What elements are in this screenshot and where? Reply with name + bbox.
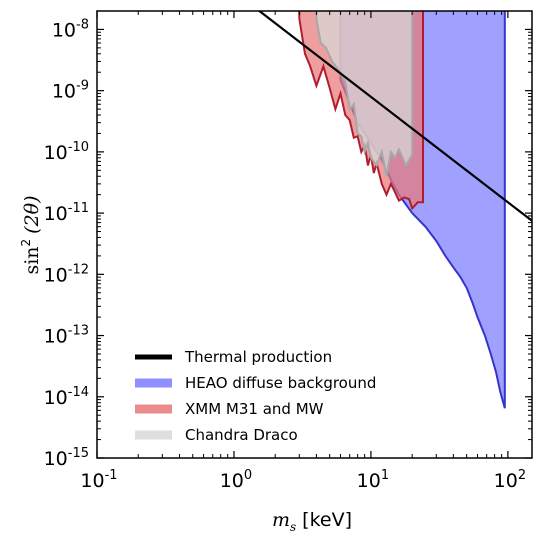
- y-axis-title: sin2(2θ): [19, 195, 43, 274]
- lines-layer: [257, 11, 532, 222]
- ticks-layer: 10-1 100 101 102 10-15 10-14 10-13 10-12 10-11 10…: [44, 11, 532, 492]
- y-tick-label: 10-15: [44, 446, 89, 470]
- legend-label-chandra-draco: Chandra Draco: [185, 426, 298, 444]
- regions-layer: [298, 11, 506, 409]
- y-tick-label: 10-12: [44, 262, 89, 286]
- thermal-production-line: [257, 11, 532, 222]
- x-tick-label: 101: [357, 468, 389, 492]
- xmm-m31-and-mw-boundary: [298, 11, 424, 211]
- legend: Thermal production HEAO diffuse backgroun…: [135, 348, 376, 444]
- y-tick-label: 10-11: [44, 201, 89, 225]
- legend-label-heao-diffuse-background: HEAO diffuse background: [185, 374, 376, 392]
- x-tick-label: 102: [494, 468, 526, 492]
- y-tick-label: 10-9: [52, 79, 89, 103]
- chandra-draco-boundary: [315, 11, 414, 177]
- y-tick-label: 10-8: [52, 17, 89, 41]
- x-axis-title: ms [keV]: [272, 509, 352, 534]
- y-tick-label: 10-13: [44, 324, 89, 348]
- legend-label-xmm-m31-and-mw: XMM M31 and MW: [185, 400, 324, 418]
- y-tick-label: 10-10: [44, 140, 89, 164]
- chandra-draco-region: [316, 11, 413, 177]
- legend-label-thermal-production: Thermal production: [184, 348, 332, 366]
- plot-frame: [96, 10, 533, 459]
- y-tick-label: 10-14: [44, 385, 89, 409]
- x-tick-label: 100: [220, 468, 252, 492]
- x-tick-label: 10-1: [80, 468, 117, 492]
